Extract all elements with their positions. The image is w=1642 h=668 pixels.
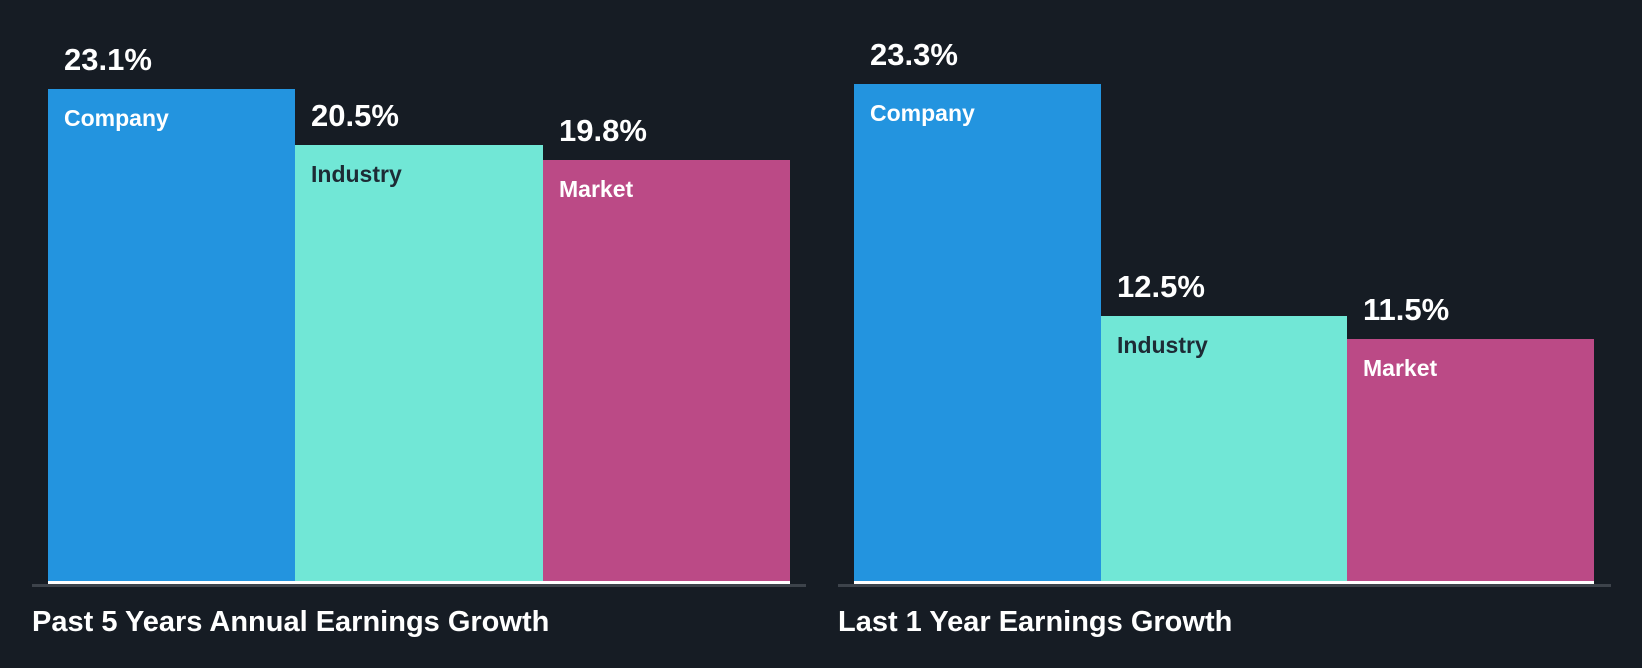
value-label-company: 23.1% (64, 42, 152, 77)
chart-past-5-years: Company 23.1% Industry 20.5% Market 19.8… (32, 42, 806, 638)
bar-industry: Industry (295, 145, 543, 585)
value-label-company: 23.3% (870, 37, 958, 72)
x-axis-line (32, 584, 806, 587)
bar-label-company: Company (870, 100, 975, 126)
bar-market: Market (1347, 339, 1594, 585)
bar-label-industry: Industry (311, 161, 402, 187)
bar-industry: Industry (1101, 316, 1347, 585)
chart-title: Last 1 Year Earnings Growth (838, 606, 1233, 638)
bar-label-market: Market (1363, 355, 1438, 381)
bar-market: Market (543, 160, 790, 585)
chart-title: Past 5 Years Annual Earnings Growth (32, 606, 550, 638)
x-axis-line (838, 584, 1611, 587)
bar-label-industry: Industry (1117, 332, 1208, 358)
bar-label-market: Market (559, 176, 634, 202)
chart-last-1-year: Company 23.3% Industry 12.5% Market 11.5… (821, 0, 1642, 668)
value-label-market: 19.8% (559, 113, 647, 148)
bar-label-company: Company (64, 105, 169, 131)
value-label-industry: 12.5% (1117, 269, 1205, 304)
value-label-industry: 20.5% (311, 98, 399, 133)
bar-company: Company (48, 89, 295, 585)
bar-company: Company (854, 84, 1101, 585)
value-label-market: 11.5% (1363, 292, 1450, 327)
